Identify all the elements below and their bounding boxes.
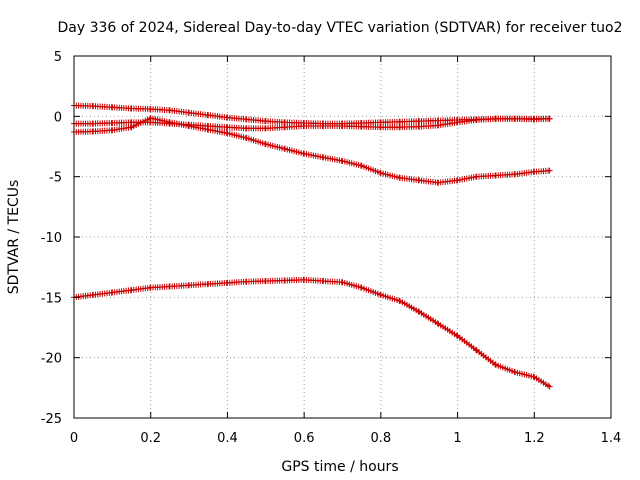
y-axis-label: SDTVAR / TECUs [6,180,22,295]
data-point [472,346,479,353]
x-tick-label: 0.6 [294,431,315,446]
grid-lines [74,56,611,418]
series-line [73,117,550,184]
y-tick-label: -15 [41,291,62,306]
y-tick-label: -25 [41,412,62,427]
data-point [546,167,553,174]
chart-title: Day 336 of 2024, Sidereal Day-to-day VTE… [57,20,622,36]
axis-ticks: 0 0.2 0.4 0.6 0.8 1 1.2 1.4 5 0 -5 -10 -15 -20 -25 [41,50,622,446]
x-tick-label: 0.2 [140,431,161,446]
x-axis-label: GPS time / hours [281,459,398,475]
y-tick-label: -10 [41,231,62,246]
x-tick-label: 1.4 [601,431,622,446]
y-tick-label: 5 [54,50,62,65]
data-point [492,361,499,368]
y-tick-label: -20 [41,352,62,367]
data-series [71,102,553,390]
data-point [546,115,553,122]
y-tick-label: -5 [49,171,62,186]
series-sat-d [71,276,553,390]
series-sat-c [71,115,553,186]
x-tick-label: 1 [453,431,461,446]
y-tick-label: 0 [54,110,62,125]
series-line [73,279,550,388]
data-point [546,383,553,390]
x-tick-label: 0.8 [371,431,392,446]
x-tick-label: 0 [70,431,78,446]
x-tick-label: 0.4 [217,431,238,446]
x-tick-label: 1.2 [524,431,545,446]
